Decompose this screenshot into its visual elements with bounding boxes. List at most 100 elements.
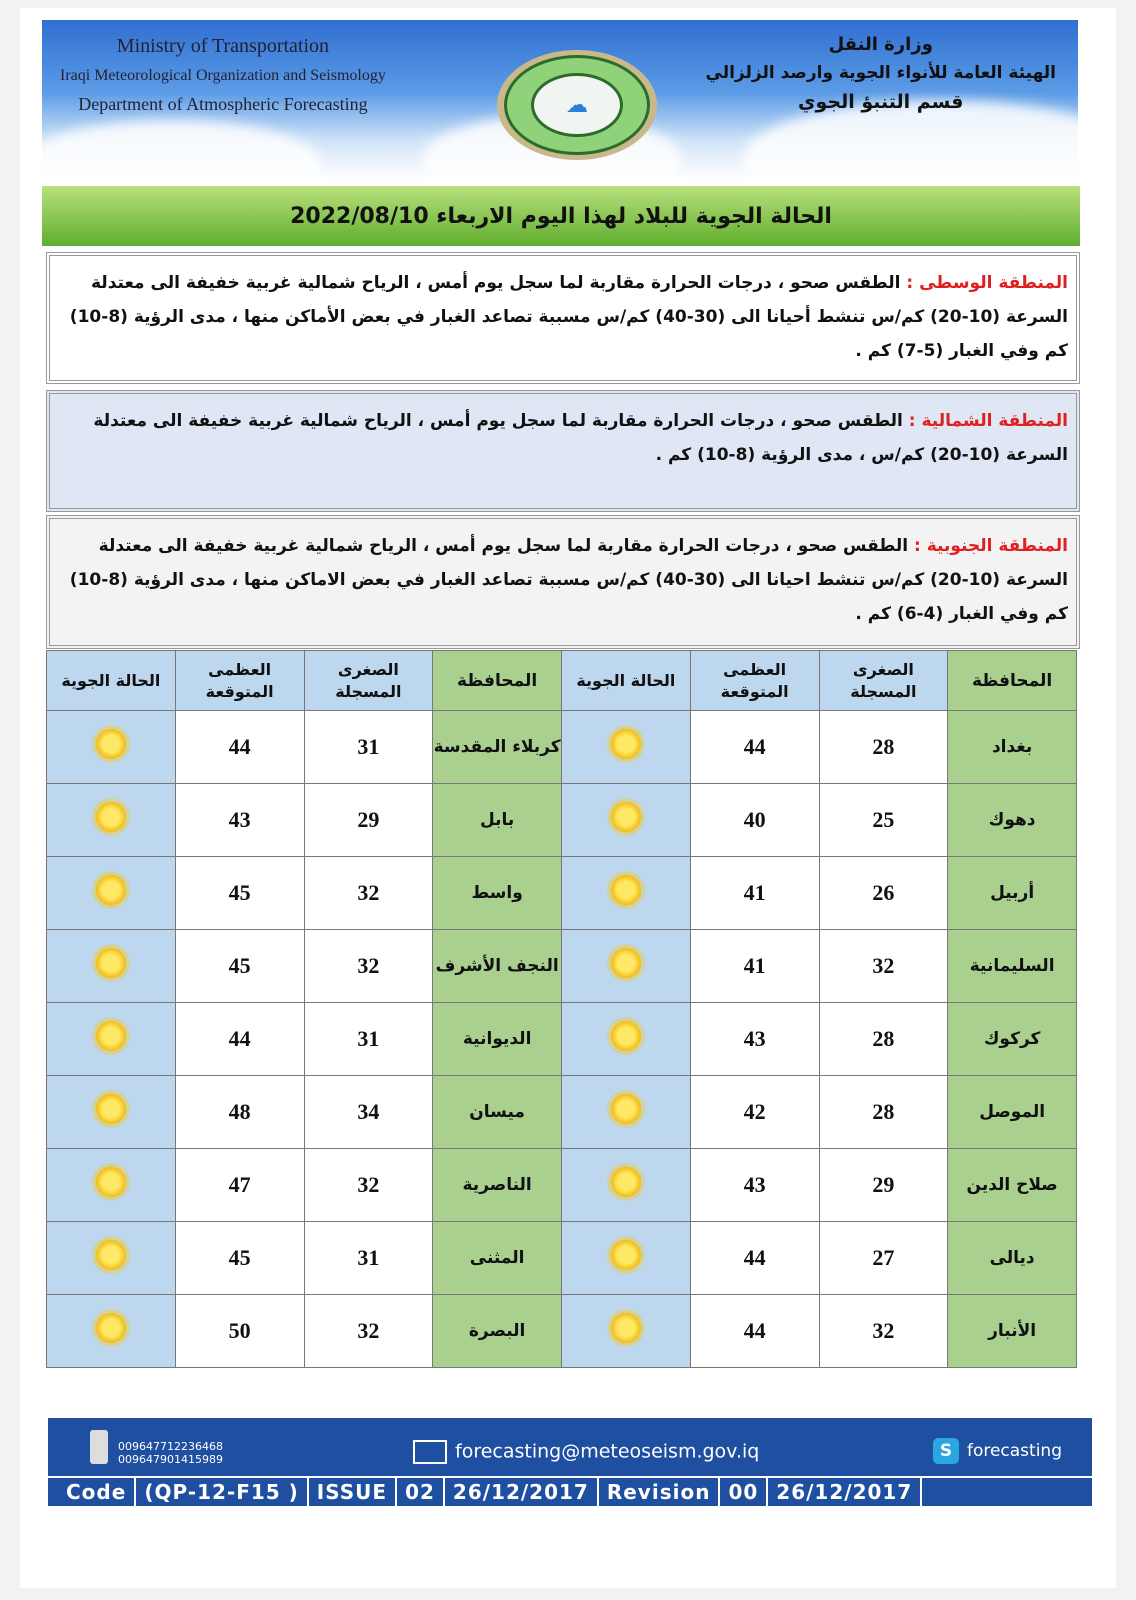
min-recorded: 28: [818, 710, 949, 784]
weather-cell: [561, 1075, 691, 1149]
ministry-ar: وزارة النقل: [828, 34, 933, 55]
mail-icon: [413, 1440, 447, 1464]
department-en: Department of Atmospheric Forecasting: [78, 94, 368, 114]
department-ar: قسم التنبؤ الجوي: [798, 91, 964, 113]
max-expected: 47: [174, 1148, 305, 1222]
max-expected: 40: [689, 783, 820, 857]
code-cell: (QP-12-F15 ): [136, 1478, 309, 1506]
province-name: كركوك: [947, 1002, 1077, 1076]
min-recorded: 25: [818, 783, 949, 857]
code-cell: 26/12/2017: [768, 1478, 923, 1506]
code-cell: 26/12/2017: [445, 1478, 599, 1506]
province-name: ديالى: [947, 1221, 1077, 1295]
max-expected: 48: [174, 1075, 305, 1149]
table-row: كركوك 28 43 الديوانية 31 44: [46, 1002, 1077, 1076]
min-recorded: 32: [818, 1294, 949, 1368]
min-recorded: 32: [303, 1148, 434, 1222]
table-row: ديالى 27 44 المثنى 31 45: [46, 1221, 1077, 1295]
sun-icon: [95, 1240, 126, 1270]
max-expected: 45: [174, 856, 305, 930]
sun-icon: [610, 729, 641, 759]
sun-icon: [610, 1021, 641, 1051]
column-header: الحالة الجوية: [561, 650, 691, 711]
sun-icon: [610, 1167, 641, 1197]
weather-cell: [46, 710, 176, 784]
forecast-table: المحافظة الصغرى المسجلة العظمى المتوقعة الح…: [46, 650, 1077, 1368]
province-name: السليمانية: [947, 929, 1077, 1003]
province-name: واسط: [432, 856, 562, 930]
weather-cell: [46, 929, 176, 1003]
sun-icon: [610, 1313, 641, 1343]
column-header: الصغرى المسجلة: [818, 650, 949, 711]
ministry-en: Ministry of Transportation: [116, 35, 330, 57]
province-name: الناصرية: [432, 1148, 562, 1222]
region-text: الطقس صحو ، درجات الحرارة مقاربة لما سجل…: [69, 536, 1068, 624]
province-name: المثنى: [432, 1221, 562, 1295]
weather-cell: [561, 710, 691, 784]
sun-icon: [610, 875, 641, 905]
region-label: المنطقة الجنوبية :: [914, 536, 1068, 556]
header-arabic: وزارة النقل الهيئة العامة للأنواء الجوية…: [706, 30, 1056, 117]
sun-icon: [95, 1094, 126, 1124]
max-expected: 45: [174, 1221, 305, 1295]
weather-cell: [46, 783, 176, 857]
sun-icon: [95, 1021, 126, 1051]
province-name: البصرة: [432, 1294, 562, 1368]
province-name: صلاح الدين: [947, 1148, 1077, 1222]
phone-icon: [90, 1430, 108, 1464]
organization-en: Iraqi Meteorological Organization and Se…: [60, 67, 386, 84]
sun-icon: [610, 802, 641, 832]
table-row: دهوك 25 40 بابل 29 43: [46, 783, 1077, 857]
min-recorded: 29: [818, 1148, 949, 1222]
region-north: المنطقة الشمالية : الطقس صحو ، درجات الح…: [46, 390, 1080, 512]
table-row: أربيل 26 41 واسط 32 45: [46, 856, 1077, 930]
sun-icon: [95, 729, 126, 759]
table-row: السليمانية 32 41 النجف الأشرف 32 45: [46, 929, 1077, 1003]
page-title: الحالة الجوية للبلاد لهذا اليوم الاربعاء…: [42, 186, 1080, 246]
weather-cell: [46, 1075, 176, 1149]
weather-cell: [561, 1002, 691, 1076]
weather-cell: [561, 1221, 691, 1295]
weather-cell: [46, 856, 176, 930]
min-recorded: 32: [303, 1294, 434, 1368]
column-header: العظمى المتوقعة: [174, 650, 305, 711]
phone: 009647901415989: [118, 1453, 223, 1466]
region-central: المنطقة الوسطى : الطقس صحو ، درجات الحرا…: [46, 252, 1080, 384]
province-name: بابل: [432, 783, 562, 857]
weather-cell: [46, 1221, 176, 1295]
table-row: الأنبار 32 44 البصرة 32 50: [46, 1294, 1077, 1368]
max-expected: 41: [689, 856, 820, 930]
region-text: الطقس صحو ، درجات الحرارة مقاربة لما سجل…: [69, 273, 1068, 361]
column-header: المحافظة: [947, 650, 1077, 711]
min-recorded: 27: [818, 1221, 949, 1295]
min-recorded: 29: [303, 783, 434, 857]
max-expected: 43: [689, 1002, 820, 1076]
weather-cell: [561, 783, 691, 857]
max-expected: 41: [689, 929, 820, 1003]
max-expected: 43: [689, 1148, 820, 1222]
header-english: Ministry of Transportation Iraqi Meteoro…: [60, 32, 386, 119]
sun-icon: [610, 1240, 641, 1270]
min-recorded: 26: [818, 856, 949, 930]
province-name: الأنبار: [947, 1294, 1077, 1368]
code-cell: 02: [397, 1478, 445, 1506]
region-south: المنطقة الجنوبية : الطقس صحو ، درجات الح…: [46, 515, 1080, 649]
weather-cell: [561, 1294, 691, 1368]
email-link[interactable]: forecasting@meteoseism.gov.iq: [455, 1440, 760, 1463]
organization-logo: ☁: [497, 50, 657, 160]
max-expected: 44: [689, 710, 820, 784]
weather-cell: [46, 1294, 176, 1368]
min-recorded: 28: [818, 1002, 949, 1076]
skype-icon: S: [932, 1438, 959, 1464]
min-recorded: 28: [818, 1075, 949, 1149]
province-name: ميسان: [432, 1075, 562, 1149]
max-expected: 44: [689, 1294, 820, 1368]
code-cell: Revision: [599, 1478, 721, 1506]
code-cell: ISSUE: [309, 1478, 398, 1506]
skype-id[interactable]: forecasting: [966, 1441, 1062, 1461]
max-expected: 50: [174, 1294, 305, 1368]
weather-cell: [561, 1148, 691, 1222]
sun-icon: [95, 1313, 126, 1343]
min-recorded: 31: [303, 710, 434, 784]
region-label: المنطقة الوسطى :: [906, 273, 1068, 293]
